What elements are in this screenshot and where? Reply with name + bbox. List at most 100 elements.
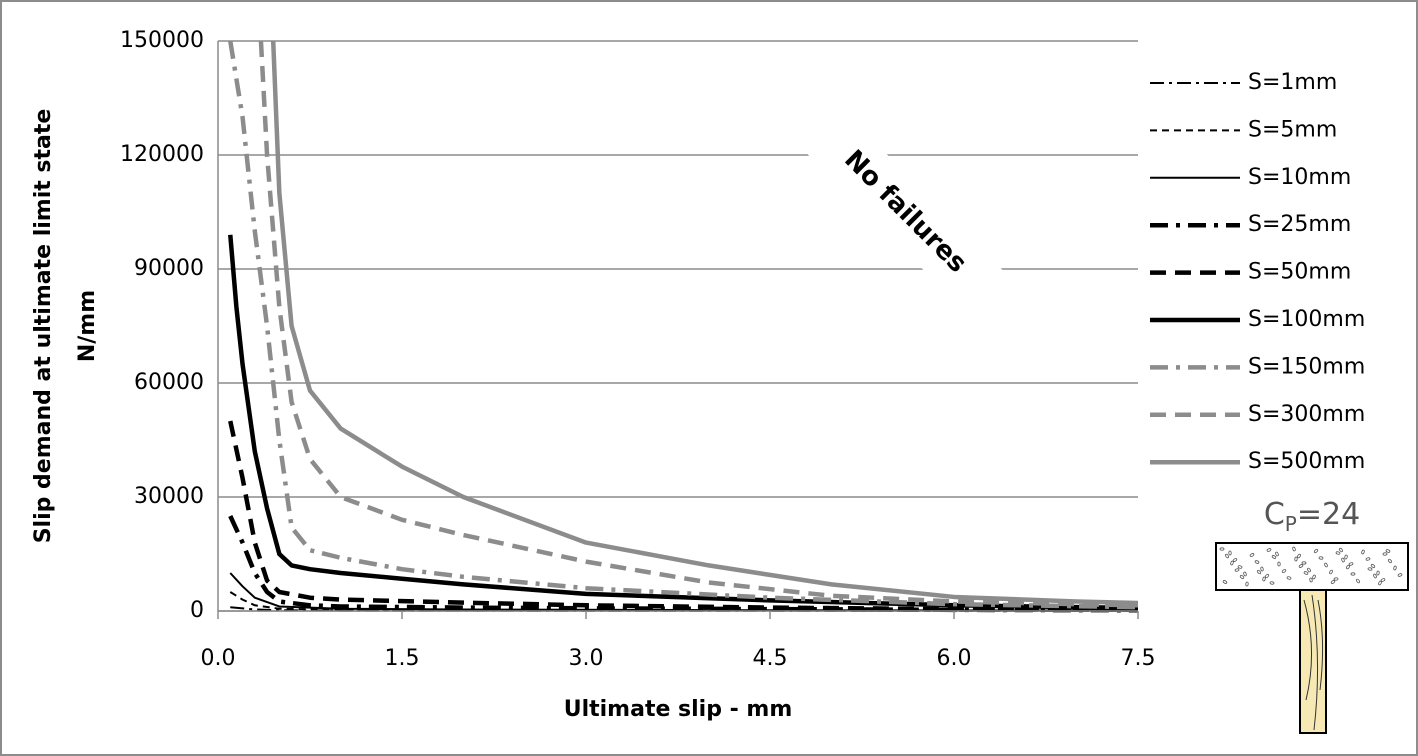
aggregate-speck [1269, 581, 1275, 585]
aggregate-speck [1286, 576, 1292, 580]
aggregate-speck [1275, 551, 1279, 557]
aggregate-speck [1307, 567, 1311, 573]
legend-label: S=300mm [1248, 402, 1365, 427]
aggregate-speck [1361, 549, 1365, 555]
aggregate-speck [1387, 558, 1393, 564]
legend-label: S=10mm [1248, 165, 1351, 190]
aggregate-speck [1350, 572, 1356, 576]
x-axis-label: Ultimate slip - mm [564, 697, 793, 722]
series-line [258, 40, 1139, 608]
aggregate-speck [1339, 547, 1343, 553]
series-line [229, 591, 1139, 612]
aggregate-speck [1254, 560, 1260, 564]
aggregate-speck [1397, 573, 1403, 577]
aggregate-speck [1378, 580, 1382, 586]
aggregate-speck [1370, 564, 1376, 568]
legend-label: S=1mm [1248, 70, 1337, 95]
aggregate-speck [1292, 546, 1296, 552]
aggregate-speck [1225, 553, 1229, 559]
aggregate-speck [1330, 580, 1336, 584]
series-line [270, 40, 1139, 606]
aggregate-speck [1318, 556, 1324, 560]
inset-label-subscript: P [1285, 512, 1297, 536]
aggregate-speck [1234, 568, 1240, 572]
aggregate-speck [1237, 565, 1243, 569]
aggregate-speck [1239, 575, 1245, 579]
aggregate-speck [1329, 569, 1333, 575]
timber-joist [1299, 589, 1327, 734]
aggregate-speck [1393, 565, 1397, 571]
aggregate-speck [1228, 550, 1232, 556]
annotation-backdrop [807, 114, 1003, 310]
y-tick-label: 120000 [120, 142, 204, 167]
aggregate-speck [1303, 571, 1309, 575]
aggregate-speck [1245, 581, 1249, 587]
aggregate-speck [1385, 549, 1391, 553]
x-tick-label: 6.0 [937, 646, 972, 671]
legend-label: S=100mm [1248, 307, 1365, 332]
series-line [228, 40, 1139, 610]
aggregate-speck [1367, 567, 1373, 571]
aggregate-speck [1219, 547, 1225, 551]
x-tick-label: 0.0 [201, 646, 236, 671]
legend-label: S=500mm [1248, 449, 1365, 474]
aggregate [1219, 546, 1403, 587]
aggregate-speck [1222, 580, 1228, 584]
aggregate-speck [1281, 569, 1287, 573]
aggregate-speck [1313, 548, 1319, 554]
aggregate-speck [1294, 556, 1298, 562]
y-tick-label: 60000 [134, 370, 204, 395]
aggregate-speck [1262, 576, 1266, 582]
x-tick-label: 7.5 [1121, 646, 1156, 671]
aggregate-speck [1348, 562, 1354, 566]
aggregate-speck [1230, 560, 1234, 566]
series-line [228, 420, 1139, 613]
aggregate-speck [1341, 557, 1345, 563]
aggregate-speck [1309, 577, 1313, 583]
aggregate-speck [1312, 574, 1316, 580]
legend-label: S=25mm [1248, 212, 1351, 237]
aggregate-speck [1243, 571, 1247, 577]
y-tick-label: 150000 [120, 28, 204, 53]
aggregate-speck [1256, 569, 1262, 575]
aggregate-speck [1277, 561, 1281, 567]
x-tick-label: 4.5 [753, 646, 788, 671]
legend-label: S=50mm [1248, 260, 1351, 285]
aggregate-speck [1232, 558, 1238, 562]
aggregate-speck [1356, 578, 1360, 584]
y-tick-label: 0 [190, 598, 204, 623]
aggregate-speck [1249, 553, 1255, 557]
aggregate-speck [1260, 566, 1264, 572]
aggregate-speck [1264, 573, 1270, 579]
y-axis-label: Slip demand at ultimate limit state [31, 109, 56, 544]
aggregate-speck [1301, 561, 1307, 565]
axes: 0 30000 60000 90000 120000 150000 0.0 1.5 3.0 4.5… [120, 28, 1155, 671]
legend-label: S=150mm [1248, 354, 1365, 379]
wood-grain [1303, 594, 1324, 731]
y-tick-label: 90000 [134, 256, 204, 281]
y-axis-label: N/mm [75, 290, 100, 362]
aggregate-speck [1382, 552, 1388, 556]
inset: CP=24 [1215, 497, 1409, 734]
aggregate-speck [1373, 573, 1377, 579]
x-tick-label: 1.5 [385, 646, 420, 671]
inset-label: CP=24 [1264, 497, 1360, 536]
legend-label: S=5mm [1248, 117, 1337, 142]
series-line [228, 234, 1139, 611]
inset-label-suffix: =24 [1297, 497, 1360, 532]
aggregate-speck [1365, 557, 1371, 561]
aggregate-speck [1344, 554, 1348, 560]
concrete-slab [1215, 542, 1409, 591]
aggregate-speck [1298, 564, 1304, 568]
aggregate-speck [1324, 562, 1328, 568]
aggregate-speck [1266, 548, 1272, 552]
inset-label-base: C [1264, 497, 1285, 532]
legend: S=1mm S=5mm S=10mm S=25mm S=50mm S=100mm S=150… [1150, 70, 1365, 474]
y-tick-label: 30000 [134, 484, 204, 509]
aggregate-speck [1335, 551, 1341, 555]
plot-lines [228, 40, 1139, 613]
x-tick-label: 3.0 [569, 646, 604, 671]
aggregate-speck [1271, 555, 1277, 559]
